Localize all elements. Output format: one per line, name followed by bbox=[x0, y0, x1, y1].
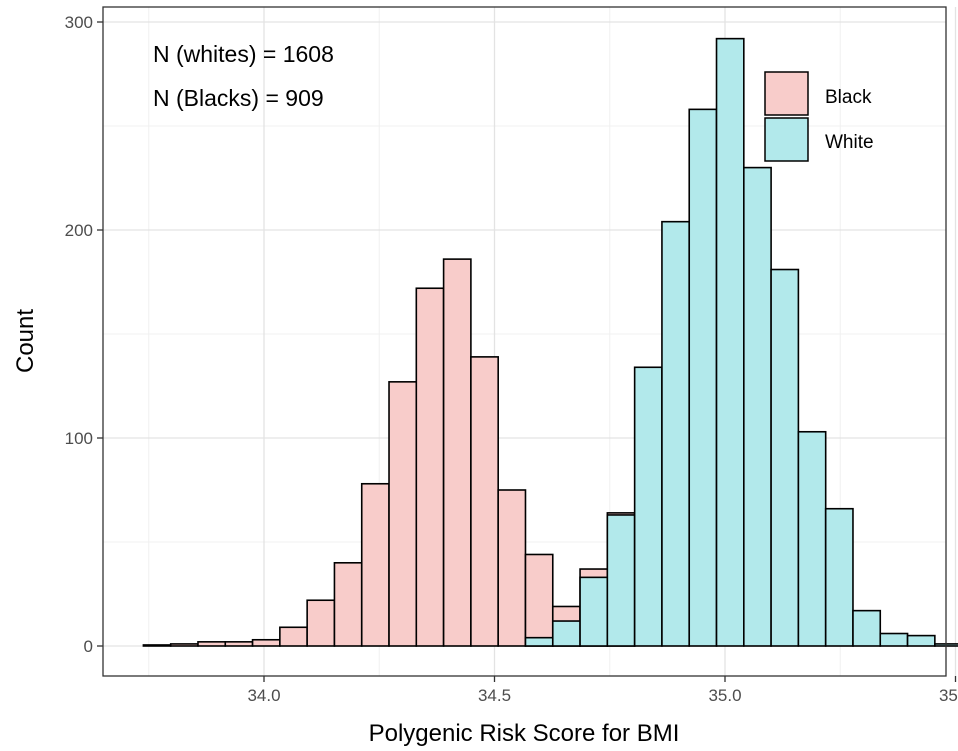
bar-white bbox=[906, 634, 936, 647]
annotation-whites-count: N (whites) = 1608 bbox=[153, 41, 334, 67]
bar-white bbox=[852, 609, 882, 647]
legend: Black White bbox=[764, 71, 874, 162]
bar-white bbox=[551, 620, 581, 647]
legend-swatch-white bbox=[764, 117, 809, 162]
bar-black bbox=[388, 381, 418, 647]
y-tick-label: 300 bbox=[65, 13, 93, 32]
bar-black bbox=[415, 287, 445, 647]
axes-ticks: 34.0 34.5 35.0 35.5 0 100 200 300 bbox=[65, 13, 958, 705]
bar-white bbox=[797, 430, 827, 647]
y-tick-label: 0 bbox=[84, 637, 93, 656]
bar-white bbox=[879, 632, 909, 647]
bar-white bbox=[688, 108, 718, 647]
x-tick-label: 34.5 bbox=[478, 686, 511, 705]
bar-white bbox=[743, 166, 772, 647]
bar-white bbox=[524, 636, 554, 647]
plot-panel-border bbox=[102, 6, 947, 677]
bar-black bbox=[142, 644, 172, 647]
histogram-bars bbox=[142, 37, 958, 647]
bar-black bbox=[442, 258, 472, 647]
bar-white bbox=[661, 220, 691, 647]
bar-black bbox=[360, 482, 390, 647]
x-tick-label: 35.0 bbox=[708, 686, 741, 705]
x-tick-label: 35.5 bbox=[939, 686, 958, 705]
bar-white bbox=[579, 576, 609, 647]
bar-white bbox=[824, 507, 854, 647]
bar-white bbox=[770, 268, 800, 647]
y-axis-title: Count bbox=[12, 309, 39, 373]
legend-swatch-black bbox=[764, 71, 809, 116]
bar-white bbox=[715, 37, 745, 647]
bar-white bbox=[606, 514, 636, 647]
annotation-blacks-count: N (Blacks) = 909 bbox=[153, 85, 324, 111]
x-tick-label: 34.0 bbox=[247, 686, 280, 705]
bar-black bbox=[333, 561, 363, 647]
y-tick-label: 200 bbox=[65, 221, 93, 240]
legend-label-black: Black bbox=[825, 87, 872, 108]
bar-black bbox=[224, 641, 254, 647]
bar-black bbox=[524, 553, 554, 647]
x-axis-title: Polygenic Risk Score for BMI bbox=[369, 720, 680, 747]
y-tick-label: 100 bbox=[65, 429, 93, 448]
bar-black bbox=[169, 643, 199, 647]
bar-black bbox=[251, 638, 281, 647]
bar-black bbox=[470, 356, 499, 647]
bar-white bbox=[633, 366, 663, 647]
bar-black bbox=[197, 641, 227, 647]
bar-black bbox=[306, 599, 336, 647]
bar-black bbox=[279, 626, 308, 647]
bar-black bbox=[497, 489, 527, 647]
legend-label-white: White bbox=[825, 132, 874, 153]
